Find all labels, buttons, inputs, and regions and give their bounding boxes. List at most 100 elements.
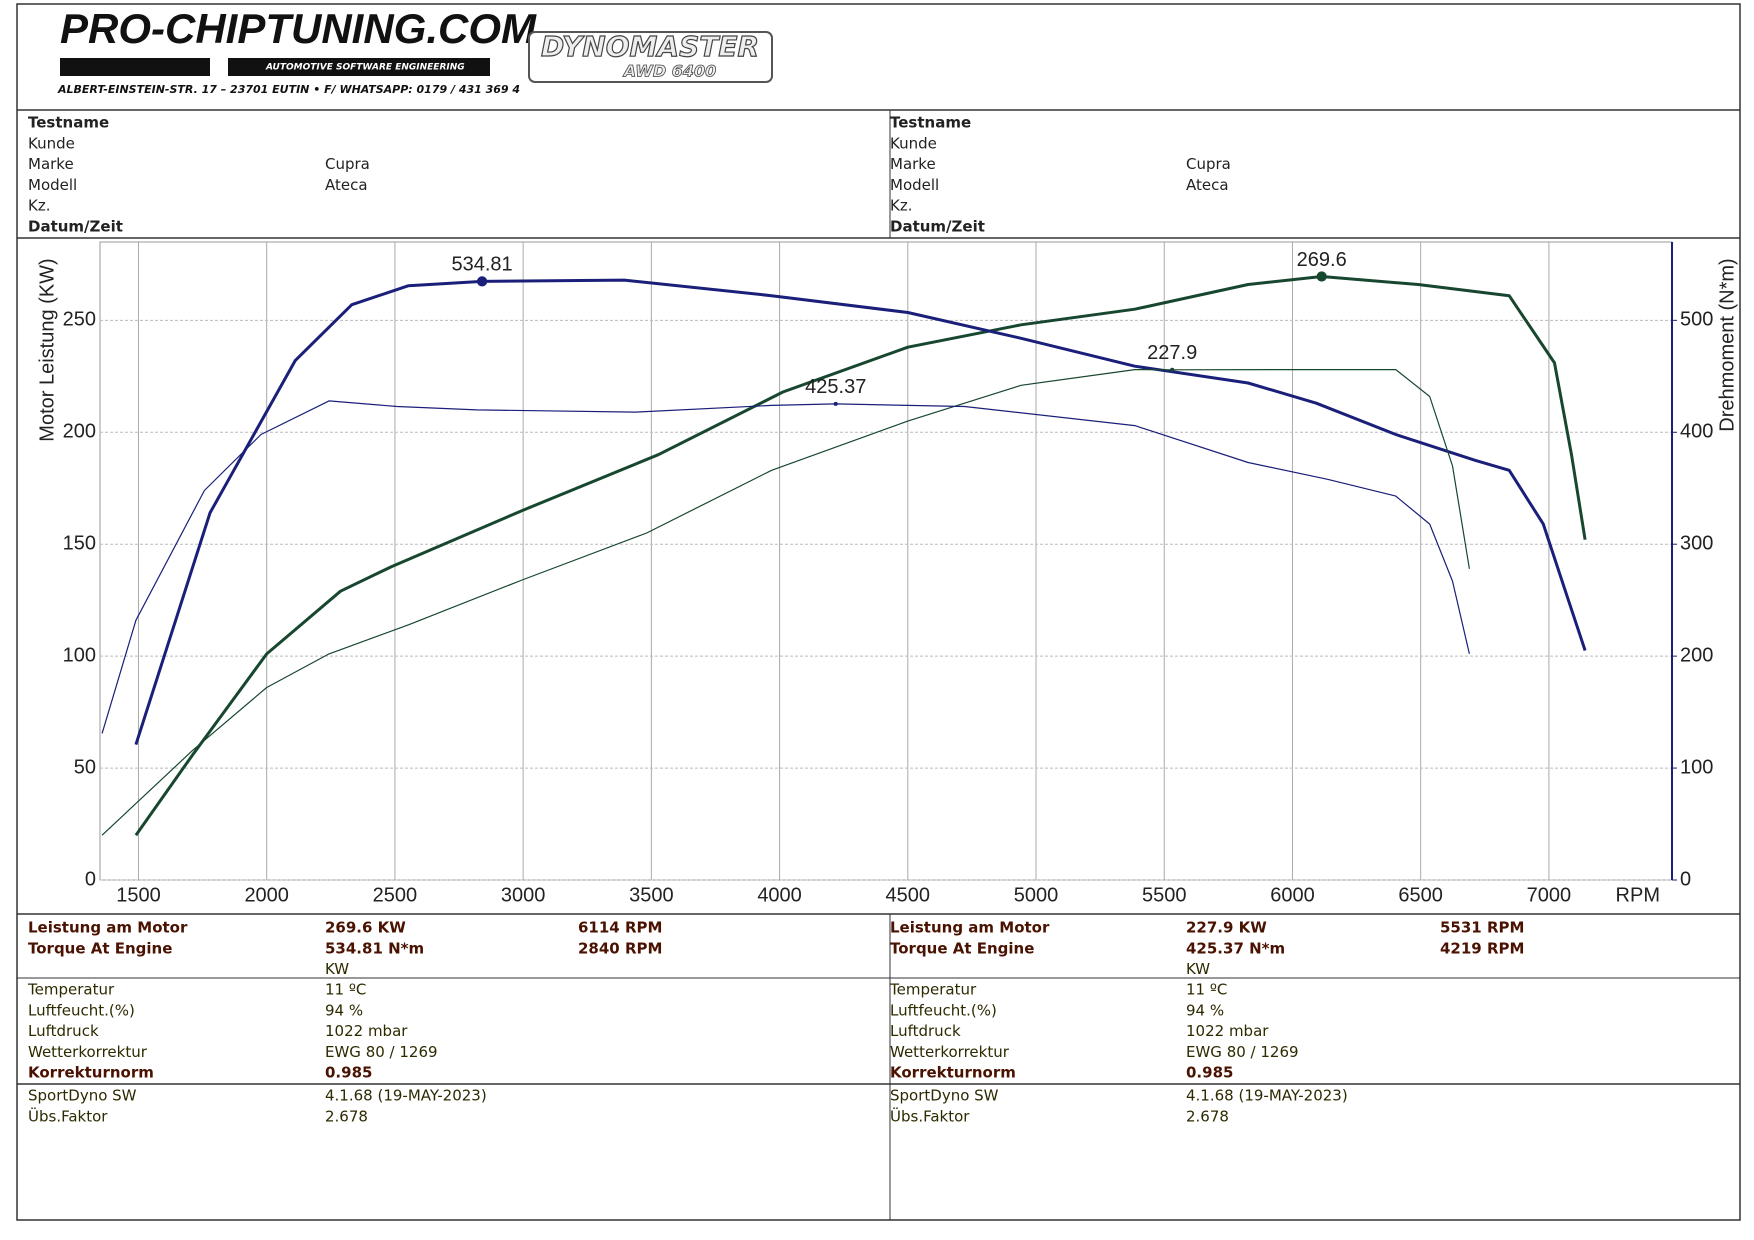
info-label: Modell xyxy=(890,176,939,194)
peak-label: 534.81 xyxy=(452,254,513,276)
condition-label: Luftfeucht.(%) xyxy=(890,1001,997,1019)
condition-value: 0.985 xyxy=(1186,1064,1233,1082)
software-value: 2.678 xyxy=(325,1107,368,1125)
data-line xyxy=(134,275,1587,837)
condition-label: Luftfeucht.(%) xyxy=(28,1001,135,1019)
x-tick-label: 6500 xyxy=(1398,884,1443,906)
y-tick-label: 150 xyxy=(63,532,96,554)
condition-label: Korrekturnorm xyxy=(28,1064,154,1082)
data-line xyxy=(134,278,1587,746)
y2-tick-label: 500 xyxy=(1680,309,1713,331)
x-tick-label: 2000 xyxy=(244,884,289,906)
info-label: Marke xyxy=(890,155,936,173)
logo-stripe xyxy=(60,58,210,76)
brand: DYNOMASTER xyxy=(541,30,759,63)
result-value: 227.9 KW xyxy=(1186,919,1267,937)
y-tick-label: 100 xyxy=(63,644,96,666)
y-tick-label: 0 xyxy=(85,868,96,890)
condition-label: Korrekturnorm xyxy=(890,1064,1016,1082)
data-line xyxy=(101,400,1470,734)
info-label: Testname xyxy=(890,114,971,132)
info-label: Modell xyxy=(28,176,77,194)
x-tick-label: 3500 xyxy=(629,884,674,906)
y2-axis-label: Drehmoment (N*m) xyxy=(1716,258,1738,431)
y2-tick-label: 100 xyxy=(1680,756,1713,778)
data-line xyxy=(101,369,1470,836)
y-tick-label: 250 xyxy=(63,309,96,331)
software-value: 4.1.68 (19-MAY-2023) xyxy=(325,1087,487,1105)
peak-label: 269.6 xyxy=(1297,249,1347,271)
result-rpm: 4219 RPM xyxy=(1440,939,1524,957)
x-tick-label: 5000 xyxy=(1014,884,1059,906)
software-value: 2.678 xyxy=(1186,1107,1229,1125)
y-tick-label: 50 xyxy=(74,756,96,778)
info-label: Kz. xyxy=(28,197,50,215)
brand-model: AWD 6400 xyxy=(622,62,717,81)
y2-tick-label: 200 xyxy=(1680,644,1713,666)
result-rpm: 5531 RPM xyxy=(1440,919,1524,937)
result-value: 425.37 N*m xyxy=(1186,939,1285,957)
result-value: KW xyxy=(325,960,349,978)
info-value: Cupra xyxy=(1186,155,1231,173)
peak-marker xyxy=(1170,367,1175,372)
software-label: SportDyno SW xyxy=(28,1087,137,1105)
y2-tick-label: 0 xyxy=(1680,868,1691,890)
condition-label: Temperatur xyxy=(889,981,977,999)
brand-box xyxy=(528,31,773,83)
info-label: Datum/Zeit xyxy=(890,218,985,236)
info-label: Kunde xyxy=(28,134,75,152)
software-label: Übs.Faktor xyxy=(890,1106,970,1125)
logo-tagline: AUTOMOTIVE SOFTWARE ENGINEERING xyxy=(265,63,465,73)
condition-label: Luftdruck xyxy=(28,1022,99,1040)
logo-stripe xyxy=(228,58,490,76)
result-rpm: 2840 RPM xyxy=(578,939,662,957)
x-axis-label: RPM xyxy=(1616,884,1660,906)
x-tick-label: 4000 xyxy=(757,884,802,906)
result-rpm: 6114 RPM xyxy=(578,919,662,937)
info-label: Kunde xyxy=(890,134,937,152)
frame xyxy=(16,3,1741,1221)
x-tick-label: 7000 xyxy=(1527,884,1572,906)
y-axis-label: Motor Leistung (KW) xyxy=(36,258,58,441)
condition-value: 94 % xyxy=(325,1001,363,1019)
x-tick-label: 5500 xyxy=(1142,884,1187,906)
info-value: Cupra xyxy=(325,155,370,173)
condition-value: 11 ºC xyxy=(325,981,366,999)
condition-label: Wetterkorrektur xyxy=(28,1043,148,1061)
result-value: 269.6 KW xyxy=(325,919,406,937)
x-tick-label: 1500 xyxy=(116,884,161,906)
condition-value: 1022 mbar xyxy=(1186,1022,1269,1040)
logo: PRO-CHIPTUNING.COM xyxy=(60,5,537,52)
x-tick-label: 2500 xyxy=(373,884,418,906)
info-label: Kz. xyxy=(890,197,912,215)
peak-marker xyxy=(477,276,488,287)
info-value: Ateca xyxy=(1186,176,1229,194)
y2-tick-label: 300 xyxy=(1680,532,1713,554)
peak-label: 227.9 xyxy=(1147,342,1197,364)
plot-area xyxy=(99,241,1673,881)
result-value: KW xyxy=(1186,960,1210,978)
condition-value: EWG 80 / 1269 xyxy=(1186,1043,1299,1061)
condition-value: 1022 mbar xyxy=(325,1022,408,1040)
result-label: Torque At Engine xyxy=(890,939,1034,957)
condition-value: 94 % xyxy=(1186,1001,1224,1019)
peak-label: 425.37 xyxy=(805,376,866,398)
software-label: SportDyno SW xyxy=(890,1087,999,1105)
info-label: Datum/Zeit xyxy=(28,218,123,236)
software-value: 4.1.68 (19-MAY-2023) xyxy=(1186,1087,1348,1105)
result-value: 534.81 N*m xyxy=(325,939,424,957)
software-label: Übs.Faktor xyxy=(28,1106,108,1125)
condition-label: Temperatur xyxy=(27,981,115,999)
condition-label: Luftdruck xyxy=(890,1022,961,1040)
x-tick-label: 6000 xyxy=(1270,884,1315,906)
condition-value: 11 ºC xyxy=(1186,981,1227,999)
peak-marker xyxy=(833,401,838,406)
condition-label: Wetterkorrektur xyxy=(890,1043,1010,1061)
x-tick-label: 4500 xyxy=(886,884,931,906)
condition-value: EWG 80 / 1269 xyxy=(325,1043,438,1061)
result-label: Torque At Engine xyxy=(28,939,172,957)
info-label: Marke xyxy=(28,155,74,173)
peak-marker xyxy=(1316,271,1327,282)
y2-tick-label: 400 xyxy=(1680,421,1713,443)
